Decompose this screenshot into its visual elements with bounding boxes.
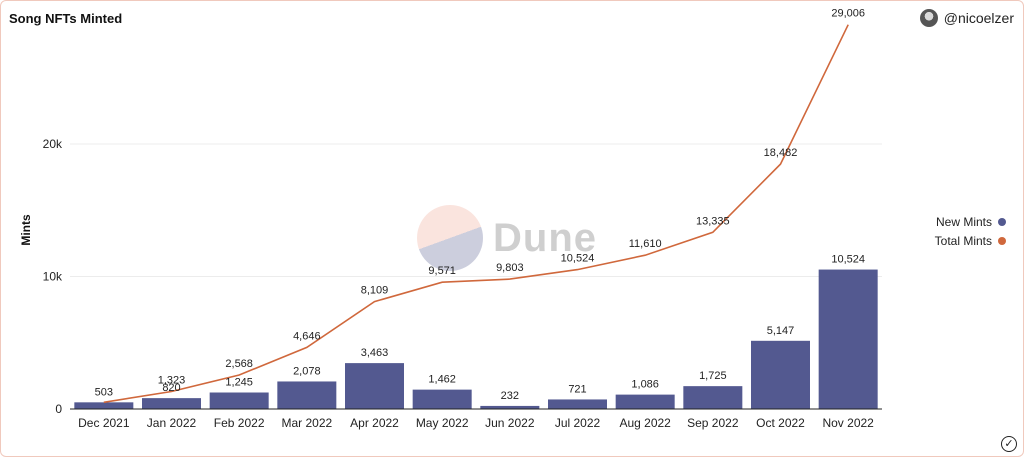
check-circle-icon[interactable]: ✓ (1001, 436, 1017, 452)
avatar (919, 9, 938, 27)
x-tick-label: Jun 2022 (485, 416, 535, 430)
bar-value-label: 3,463 (361, 347, 389, 359)
line-value-label: 9,571 (428, 265, 456, 277)
bar (751, 340, 810, 409)
line-value-label: 18,482 (764, 147, 798, 159)
bar-value-label: 1,462 (428, 374, 456, 386)
line-value-label: 13,335 (696, 215, 730, 227)
legend-swatch-total-mints (998, 236, 1006, 245)
bar-value-label: 721 (568, 383, 586, 395)
x-tick-label: Jul 2022 (555, 416, 601, 430)
line-layer (103, 24, 849, 404)
bar-value-label: 503 (95, 386, 113, 398)
bar (209, 392, 269, 409)
y-axis-label: Mints (19, 214, 33, 246)
bar (277, 381, 337, 409)
x-tick-label: Sep 2022 (687, 416, 739, 430)
x-tick-label: Nov 2022 (822, 416, 874, 430)
bar (74, 402, 134, 409)
dune-watermark: Dune (417, 205, 597, 271)
bar-value-label: 5,147 (767, 325, 795, 337)
author-link[interactable]: @nicoelzer (919, 9, 1014, 27)
bar-layer (74, 269, 878, 409)
bar (480, 405, 540, 409)
legend-label-total-mints: Total Mints (934, 233, 992, 248)
bar (615, 394, 675, 409)
x-tick-label: Jan 2022 (147, 416, 197, 430)
line-value-label: 9,803 (496, 262, 524, 274)
x-tick-label: Dec 2021 (78, 416, 130, 430)
legend-swatch-new-mints (998, 217, 1006, 226)
x-tick-label: Oct 2022 (756, 416, 805, 430)
label-layer: 503 820 1,245 2,078 3,463 1,462 232 721 1,086 1,7… (95, 8, 865, 402)
axis-layer: 0 10k 20k Mints Dec 2021 Jan 2022 Feb 2022 Mar … (19, 137, 882, 430)
line-value-label: 1,323 (158, 374, 186, 386)
grid-layer (70, 143, 882, 277)
watermark-text: Dune (493, 215, 597, 260)
bar-value-label: 2,078 (293, 365, 321, 377)
x-tick-label: Apr 2022 (350, 416, 399, 430)
line-value-label: 4,646 (293, 330, 321, 342)
dune-logo-icon (417, 205, 483, 271)
total-mints-line (103, 24, 849, 404)
x-tick-label: Mar 2022 (281, 416, 332, 430)
y-tick-label: 20k (43, 137, 63, 151)
chart-title: Song NFTs Minted (9, 11, 123, 26)
legend-item-new-mints[interactable]: New Mints (935, 212, 1006, 231)
x-tick-label: Aug 2022 (619, 416, 671, 430)
bar (818, 269, 878, 409)
x-tick-label: May 2022 (416, 416, 469, 430)
line-value-label: 29,006 (831, 8, 865, 20)
y-tick-label: 0 (55, 402, 62, 416)
bar-value-label: 820 (162, 382, 180, 394)
bar (683, 386, 743, 409)
bar (345, 363, 404, 409)
bar-value-label: 1,245 (225, 377, 253, 389)
line-value-label: 11,610 (629, 238, 662, 250)
x-tick-label: Feb 2022 (214, 416, 265, 430)
legend: New Mints Total Mints (935, 212, 1006, 250)
legend-label-new-mints: New Mints (935, 214, 992, 229)
legend-item-total-mints[interactable]: Total Mints (935, 231, 1006, 250)
bar-value-label: 1,086 (631, 379, 659, 391)
line-value-label: 10,524 (561, 253, 595, 265)
bar-value-label: 232 (501, 390, 519, 402)
line-value-label: 2,568 (225, 358, 253, 370)
bar-value-label: 1,725 (699, 370, 727, 382)
bar-value-label: 10,524 (831, 254, 865, 266)
bar (548, 399, 607, 409)
bar (412, 389, 472, 409)
bar (142, 398, 201, 409)
line-value-label: 8,109 (361, 285, 389, 297)
y-tick-label: 10k (43, 270, 63, 284)
author-handle: @nicoelzer (943, 10, 1014, 26)
